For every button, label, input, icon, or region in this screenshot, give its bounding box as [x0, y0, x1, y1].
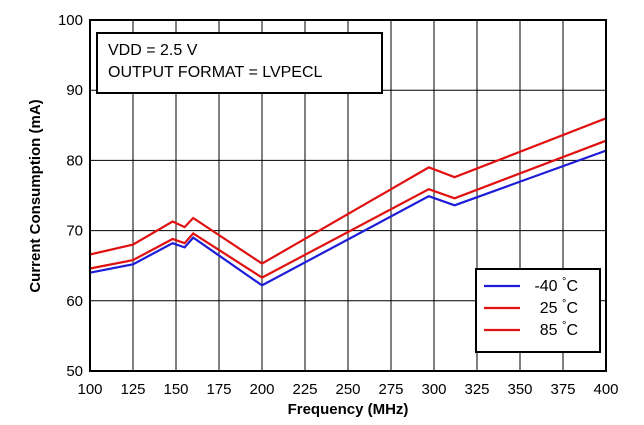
- x-tick-label: 250: [335, 381, 360, 398]
- x-tick-labels: 100 125 150 175 200 225 250 275 300 325 350 375 400: [77, 381, 618, 398]
- legend-frame: [475, 268, 601, 353]
- legend: -40 °C 25 °C 85 °C: [475, 268, 601, 353]
- x-tick-label: 275: [378, 381, 403, 398]
- x-axis-title: Frequency (MHz): [288, 401, 409, 418]
- series-line-1: [89, 139, 607, 279]
- x-tick-label: 325: [464, 381, 489, 398]
- y-tick-label: 50: [66, 363, 83, 380]
- annotation-box: VDD = 2.5 V OUTPUT FORMAT = LVPECL: [96, 32, 383, 94]
- legend-label-0: -40 °C: [534, 276, 578, 295]
- x-tick-label: 225: [292, 381, 317, 398]
- x-tick-label: 400: [593, 381, 618, 398]
- x-tick-label: 100: [77, 381, 102, 398]
- y-tick-label: 90: [66, 82, 83, 99]
- legend-label-2: 85 °C: [540, 320, 578, 339]
- x-tick-label: 300: [421, 381, 446, 398]
- plot-frame: [89, 19, 607, 372]
- annotation-line-1: VDD = 2.5 V: [108, 42, 198, 59]
- x-tick-label: 375: [550, 381, 575, 398]
- y-tick-label: 60: [66, 293, 83, 310]
- annotation-frame: [96, 32, 383, 94]
- y-tick-label: 70: [66, 223, 83, 240]
- legend-label-1: 25 °C: [540, 298, 578, 317]
- series-line-0: [89, 149, 607, 287]
- annotation-line-2: OUTPUT FORMAT = LVPECL: [108, 64, 323, 81]
- y-axis-title: Current Consumption (mA): [27, 99, 44, 292]
- series-layer: [89, 117, 607, 287]
- x-tick-label: 200: [249, 381, 274, 398]
- x-tick-label: 125: [120, 381, 145, 398]
- x-tick-label: 175: [206, 381, 231, 398]
- y-tick-label: 100: [58, 12, 83, 29]
- x-tick-label: 350: [507, 381, 532, 398]
- x-tick-label: 150: [163, 381, 188, 398]
- y-tick-label: 80: [66, 152, 83, 169]
- series-line-2: [89, 117, 607, 265]
- y-tick-labels: 50 60 70 80 90 100: [58, 12, 83, 380]
